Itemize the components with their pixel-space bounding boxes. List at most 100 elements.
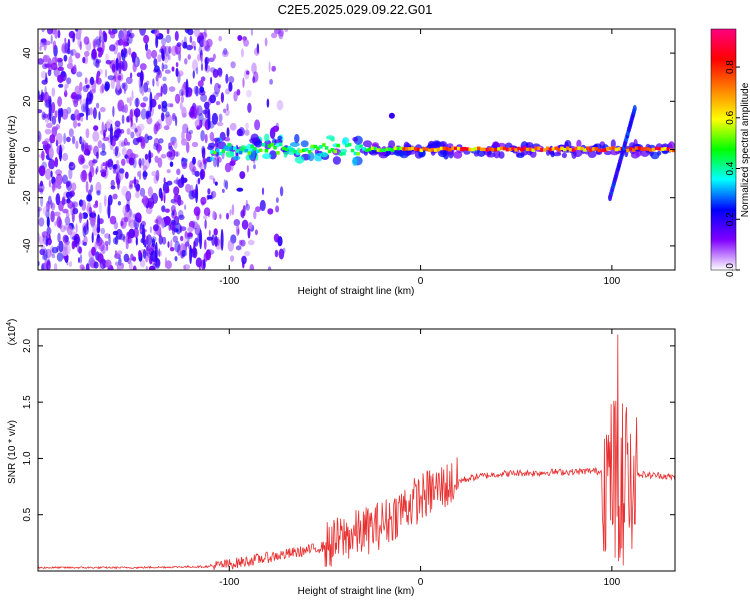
noise-blob [66,77,72,85]
noise-blob [267,208,274,215]
carrier-spread [363,150,368,156]
noise-streak [120,49,124,58]
carrier-core [497,147,501,151]
noise-blob [151,236,157,243]
noise-blob [114,235,119,245]
carrier-core [445,147,449,151]
noise-blob [158,138,164,144]
noise-blob [271,65,277,72]
noise-blob [125,241,129,250]
spectrogram-x-ticks: -100 0 100 [219,29,621,287]
noise-blob [39,45,42,51]
noise-blob [133,217,140,230]
noise-blob [162,190,166,197]
noise-blob [41,29,45,33]
noise-blob [284,29,289,33]
carrier-core [520,148,524,152]
noise-blob [89,89,97,94]
noise-blob [96,47,104,52]
noise-blob [38,217,45,227]
noise-blob [200,93,208,103]
spectrogram-y-ticks: -40 -20 0 20 40 [22,47,675,253]
noise-streak [107,201,111,219]
noise-blob [184,204,187,210]
noise-blob [55,132,63,145]
noise-blob [142,249,147,259]
noise-blob [157,70,162,79]
noise-blob [229,209,232,216]
noise-blob [127,231,132,239]
noise-blob [53,67,60,77]
spectrogram-y-tick-label: -20 [22,190,33,205]
noise-blob [200,62,204,72]
carrier-core [376,148,381,152]
noise-blob [125,76,133,85]
carrier-core [304,147,309,152]
noise-blob [108,233,111,246]
noise-blob [104,240,109,247]
spectrogram-plot-area [38,29,675,270]
noise-blob [231,204,235,216]
noise-blob [242,36,246,43]
carrier-core [560,146,564,150]
spectrogram-x-tick-label: 100 [604,276,621,287]
noise-streak [85,96,89,118]
noise-blob [138,170,142,181]
noise-blob [235,245,242,251]
carrier-core [330,148,335,152]
noise-blob [193,45,196,51]
noise-blob [132,256,137,262]
noise-blob [259,199,266,212]
noise-blob [120,141,126,147]
noise-blob [236,187,244,192]
noise-blob [112,193,118,200]
noise-blob [108,158,114,170]
noise-blob [255,206,261,213]
noise-blob [105,259,112,268]
noise-blob [237,228,240,235]
carrier-core [459,147,464,152]
carrier-core [213,150,217,155]
spectrogram-x-axis-label: Height of straight line (km) [298,286,415,297]
noise-blob [181,162,188,170]
noise-blob [203,258,206,270]
noise-blob [199,162,203,170]
noise-blob [123,137,128,146]
noise-blob [160,153,167,159]
noise-streak [115,57,119,71]
noise-blob [163,64,168,70]
noise-blob [176,168,181,176]
noise-blob [225,88,230,95]
carrier-core [345,143,349,148]
noise-blob [104,233,111,239]
noise-blob [57,96,62,107]
noise-streak [195,184,199,204]
noise-blob [62,174,68,185]
snr-y-axis-label: SNR (10 * v/v) [7,420,18,484]
carrier-core [571,148,576,152]
noise-blob [134,97,140,108]
noise-blob [230,61,236,69]
noise-blob [55,193,61,206]
carrier-core [290,148,294,152]
snr-x-ticks: -100 0 100 [219,329,621,588]
noise-blob [50,170,53,178]
noise-blob [64,37,67,43]
noise-blob [79,254,83,264]
noise-blob [95,151,99,160]
carrier-core [540,148,544,152]
noise-blob [40,180,43,187]
colorbar-tick-label: 0.6 [725,110,736,124]
noise-blob [181,130,185,142]
noise-blob [88,206,92,213]
noise-blob [73,98,79,108]
carrier-spread [453,151,463,159]
noise-blob [109,215,117,225]
noise-blob [233,219,241,227]
noise-blob [40,89,44,101]
carrier-core [634,146,639,150]
noise-blob [96,233,101,244]
noise-blob [191,59,199,72]
noise-blob [135,191,140,199]
noise-blob [155,121,160,132]
